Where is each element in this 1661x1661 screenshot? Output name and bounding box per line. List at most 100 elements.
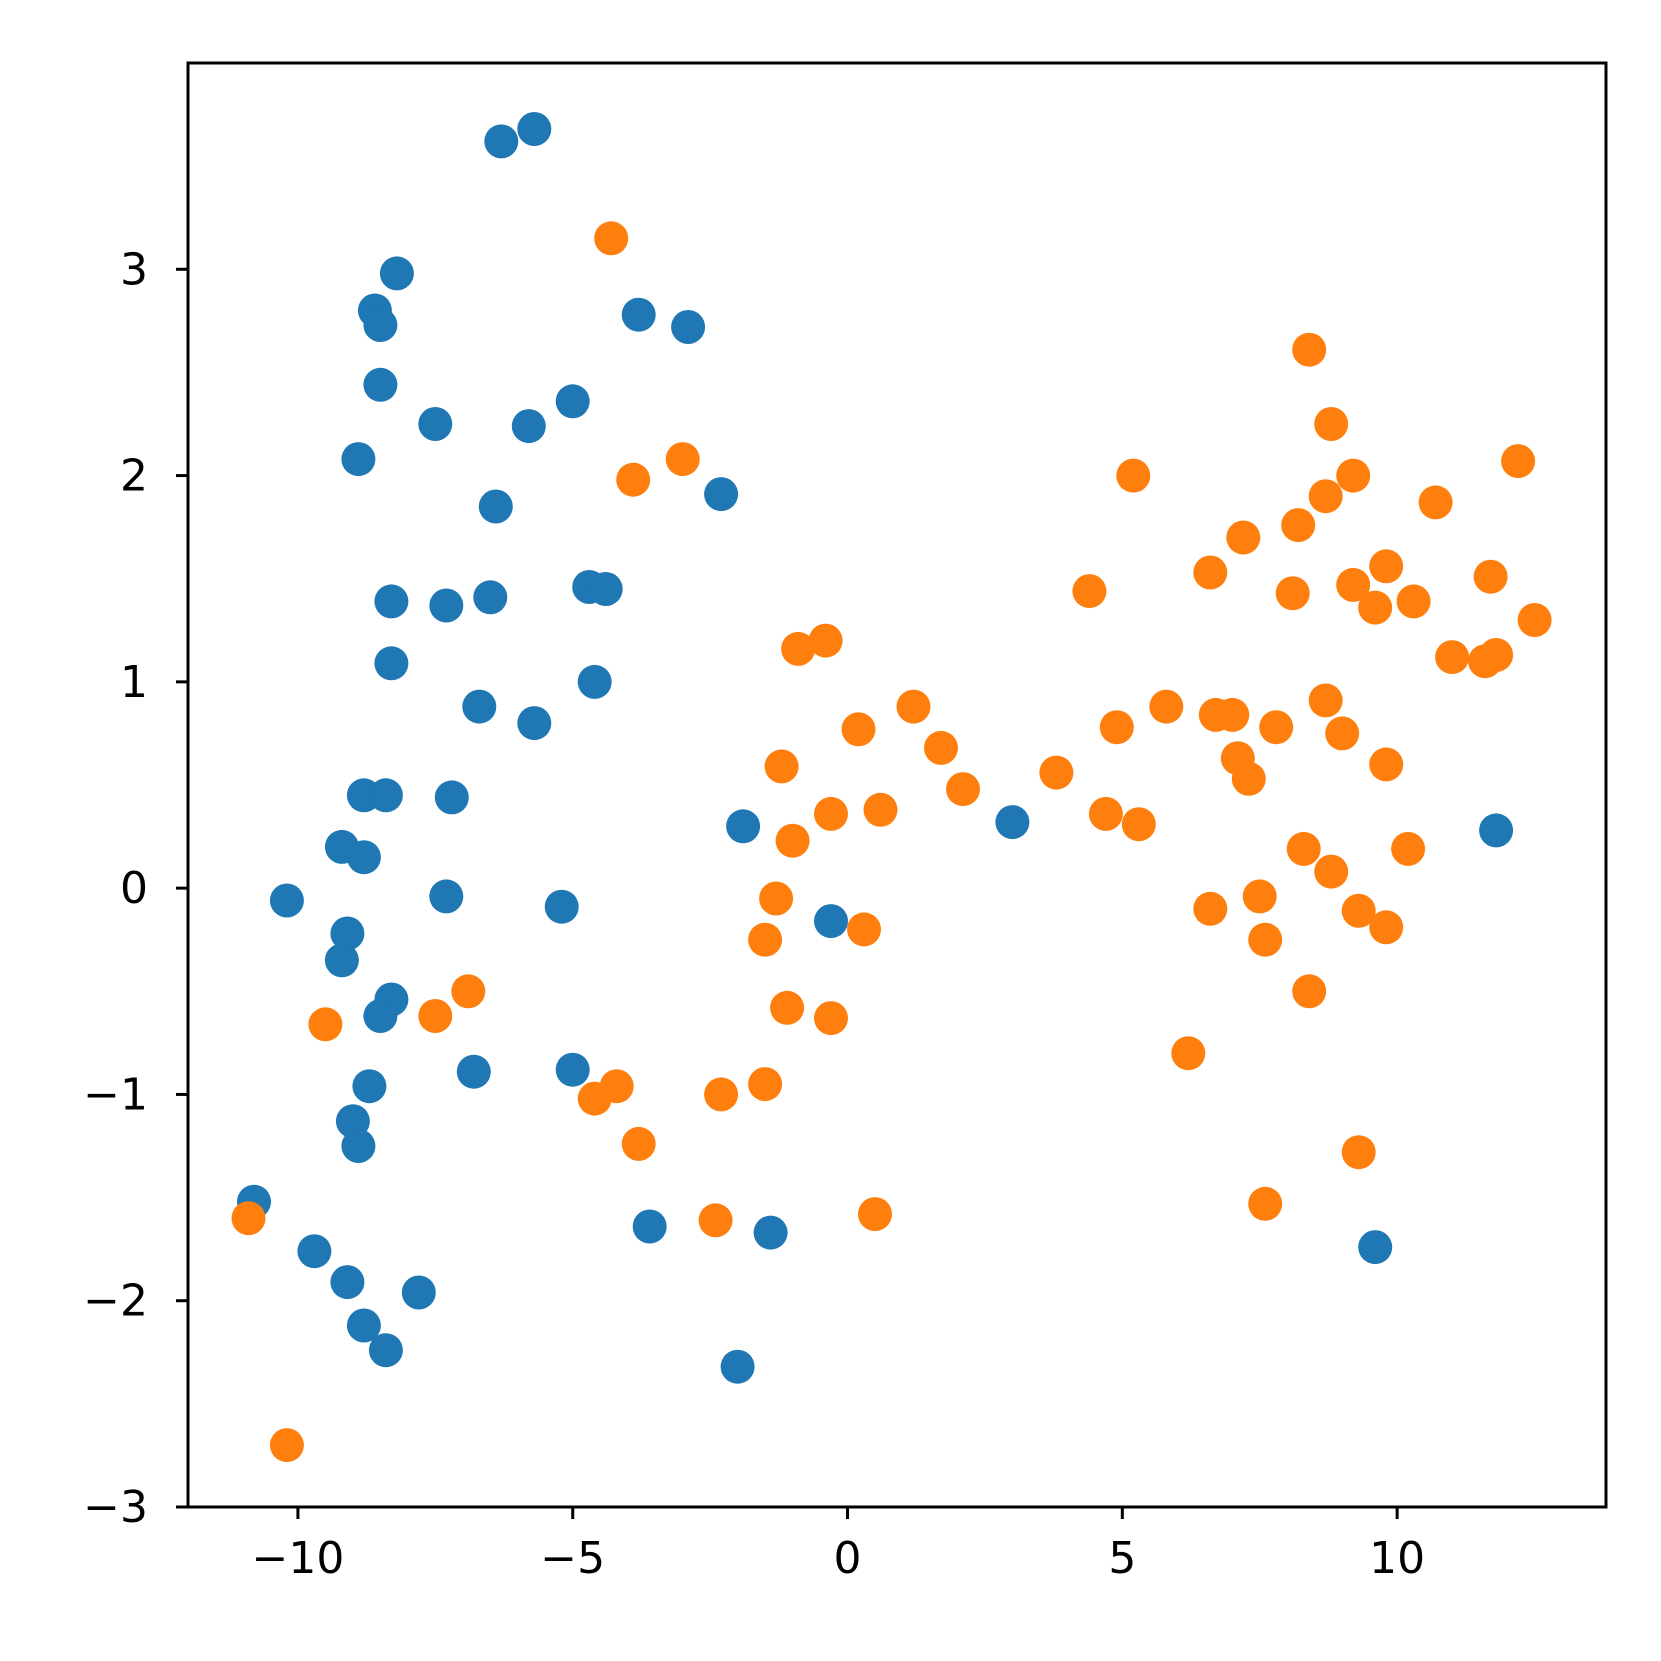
data-point-series-2 bbox=[1341, 1135, 1376, 1170]
data-point-series-2 bbox=[308, 1007, 343, 1042]
data-point-series-2 bbox=[764, 749, 799, 784]
data-point-series-2 bbox=[599, 1069, 634, 1104]
data-point-series-1 bbox=[346, 1308, 381, 1343]
data-point-series-1 bbox=[1479, 813, 1514, 848]
data-point-series-1 bbox=[588, 572, 623, 606]
data-point-series-2 bbox=[418, 999, 453, 1033]
data-point-series-1 bbox=[517, 706, 552, 741]
data-point-series-2 bbox=[1473, 559, 1508, 594]
data-point-series-1 bbox=[720, 1349, 755, 1384]
data-point-series-1 bbox=[330, 916, 365, 951]
data-point-series-1 bbox=[363, 308, 398, 342]
data-point-series-1 bbox=[341, 442, 376, 477]
data-point-series-2 bbox=[814, 796, 848, 831]
data-point-series-1 bbox=[346, 840, 381, 875]
y-tick-label: 1 bbox=[120, 657, 148, 708]
data-point-series-2 bbox=[1193, 891, 1228, 926]
data-point-series-2 bbox=[621, 1126, 656, 1161]
data-point-series-2 bbox=[781, 631, 816, 666]
data-point-series-1 bbox=[462, 689, 497, 724]
data-point-series-2 bbox=[269, 1428, 304, 1463]
data-point-series-1 bbox=[484, 124, 519, 159]
data-point-series-1 bbox=[671, 310, 706, 344]
data-point-series-2 bbox=[1259, 710, 1294, 745]
data-point-series-2 bbox=[1248, 1186, 1283, 1221]
x-tick-label: 5 bbox=[1108, 1533, 1136, 1584]
data-point-series-2 bbox=[1308, 683, 1343, 718]
x-axis: −10 −5 0 5 10 bbox=[251, 1507, 1425, 1584]
data-point-series-2 bbox=[1099, 710, 1134, 745]
y-tick-label: −1 bbox=[83, 1069, 148, 1120]
data-point-series-1 bbox=[814, 904, 848, 939]
data-point-series-2 bbox=[1286, 831, 1321, 866]
data-point-series-1 bbox=[704, 477, 739, 512]
data-point-series-1 bbox=[374, 646, 409, 681]
x-tick-label: 10 bbox=[1369, 1533, 1425, 1584]
data-point-series-2 bbox=[1369, 910, 1404, 945]
data-point-series-2 bbox=[1435, 640, 1470, 675]
data-point-series-2 bbox=[775, 823, 810, 858]
data-point-series-2 bbox=[1325, 716, 1360, 751]
data-point-series-2 bbox=[1281, 508, 1316, 543]
data-point-series-2 bbox=[863, 792, 898, 827]
data-point-series-2 bbox=[1231, 761, 1266, 796]
data-point-series-2 bbox=[1121, 807, 1156, 842]
y-tick-label: −2 bbox=[83, 1276, 148, 1327]
data-point-series-1 bbox=[726, 809, 761, 844]
data-point-series-2 bbox=[1193, 555, 1228, 590]
x-tick-label: 0 bbox=[834, 1533, 862, 1584]
data-point-series-2 bbox=[896, 689, 931, 724]
data-point-series-1 bbox=[368, 1333, 403, 1368]
data-point-series-2 bbox=[1275, 576, 1310, 611]
data-point-series-2 bbox=[1418, 485, 1453, 520]
data-point-series-2 bbox=[1292, 332, 1327, 367]
data-point-series-2 bbox=[1369, 549, 1404, 584]
data-point-series-1 bbox=[352, 1069, 387, 1104]
data-point-series-2 bbox=[808, 623, 843, 658]
data-point-series-2 bbox=[1149, 689, 1184, 724]
data-point-series-2 bbox=[748, 922, 783, 957]
data-point-series-2 bbox=[1292, 974, 1327, 1009]
data-point-series-1 bbox=[324, 943, 359, 978]
data-point-series-1 bbox=[341, 1129, 376, 1163]
y-axis: −3 −2 −1 0 1 2 3 bbox=[83, 244, 188, 1533]
data-point-series-2 bbox=[231, 1201, 266, 1236]
x-tick-label: −5 bbox=[540, 1533, 605, 1584]
data-point-series-1 bbox=[297, 1234, 332, 1269]
data-point-series-2 bbox=[1242, 879, 1277, 914]
data-point-series-2 bbox=[1226, 520, 1261, 555]
data-point-series-2 bbox=[1314, 854, 1349, 889]
data-point-series-1 bbox=[621, 297, 656, 332]
data-point-series-2 bbox=[1039, 755, 1074, 790]
data-point-series-2 bbox=[770, 990, 805, 1025]
data-point-series-1 bbox=[418, 407, 453, 441]
data-point-series-1 bbox=[555, 384, 590, 419]
data-point-series-1 bbox=[995, 805, 1030, 840]
data-point-series-2 bbox=[594, 221, 629, 256]
y-tick-label: 0 bbox=[120, 863, 148, 914]
data-point-series-2 bbox=[1479, 638, 1514, 672]
data-point-series-1 bbox=[379, 256, 414, 291]
data-point-series-1 bbox=[330, 1265, 365, 1300]
data-point-series-2 bbox=[1517, 603, 1552, 637]
y-tick-label: 3 bbox=[120, 244, 148, 295]
data-point-series-1 bbox=[368, 778, 403, 813]
y-tick-label: 2 bbox=[120, 451, 148, 502]
data-point-series-2 bbox=[451, 974, 486, 1009]
data-point-series-1 bbox=[555, 1052, 590, 1087]
y-tick-label: −3 bbox=[83, 1482, 148, 1533]
data-point-series-2 bbox=[858, 1197, 892, 1232]
data-point-series-2 bbox=[1314, 407, 1349, 441]
data-point-series-2 bbox=[1248, 922, 1283, 957]
data-point-series-2 bbox=[1396, 584, 1431, 619]
data-point-series-2 bbox=[1072, 574, 1107, 609]
data-point-series-1 bbox=[374, 584, 409, 619]
data-point-series-1 bbox=[1358, 1230, 1393, 1265]
data-point-series-2 bbox=[1116, 458, 1151, 493]
data-point-series-2 bbox=[616, 462, 651, 497]
data-point-series-2 bbox=[704, 1077, 739, 1112]
data-point-series-2 bbox=[665, 442, 700, 477]
data-point-series-1 bbox=[632, 1209, 667, 1244]
data-point-series-1 bbox=[429, 879, 464, 914]
